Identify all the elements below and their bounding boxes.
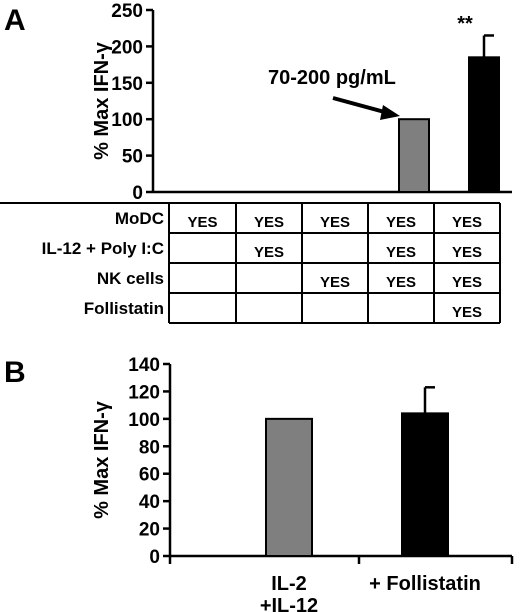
bar xyxy=(401,412,449,557)
table-row-label: NK cells xyxy=(97,269,164,288)
table-cell: YES xyxy=(254,214,284,231)
table-cell: YES xyxy=(452,244,482,261)
condition-table: MoDC YES YES YES YES YES IL-12 + Poly I:C YES YE… xyxy=(0,202,501,324)
y-tick-label: 250 xyxy=(111,1,143,22)
y-tick-label: 80 xyxy=(139,437,160,458)
bar xyxy=(398,118,430,193)
y-tick-label: 60 xyxy=(139,465,160,486)
y-tick-label: 50 xyxy=(122,147,143,168)
y-tick-label: 200 xyxy=(111,37,143,58)
bar xyxy=(468,56,500,193)
y-tick-label: 20 xyxy=(139,520,160,541)
table-cell: YES xyxy=(452,274,482,291)
y-tick-label: 150 xyxy=(111,74,143,95)
table-cell: YES xyxy=(386,214,416,231)
table-cell: YES xyxy=(320,214,350,231)
panel-b-chart: 0 20 40 60 80 100 120 140 % Max IFN-γ IL-2+IL-12 +… xyxy=(91,355,514,612)
table-row-label: Follistatin xyxy=(84,299,164,318)
annotation-arrow xyxy=(332,96,400,120)
table-cell: YES xyxy=(320,274,350,291)
table-cell: YES xyxy=(452,214,482,231)
x-tick-label: IL-2 xyxy=(271,573,307,595)
annotation-text: 70-200 pg/mL xyxy=(268,67,396,89)
y-tick-label: 120 xyxy=(128,382,160,403)
table-cell: YES xyxy=(386,274,416,291)
y-axis-label: % Max IFN-γ xyxy=(91,400,113,519)
error-bar xyxy=(482,34,494,58)
bar xyxy=(265,417,313,557)
table-cell: YES xyxy=(254,244,284,261)
table-cell: YES xyxy=(386,244,416,261)
panel-b-letter: B xyxy=(4,356,26,389)
panel-a-letter: A xyxy=(4,4,26,37)
significance-marker: ** xyxy=(457,13,473,35)
x-tick-label: + Follistatin xyxy=(369,573,481,595)
y-tick-label: 100 xyxy=(111,110,143,131)
y-tick-label: 0 xyxy=(149,547,160,568)
y-tick-label: 140 xyxy=(128,355,160,376)
y-tick-label: 0 xyxy=(132,183,143,204)
y-axis-label: % Max IFN-γ xyxy=(91,41,113,160)
table-cell: YES xyxy=(187,214,217,231)
y-tick-label: 100 xyxy=(128,410,160,431)
y-tick-label: 40 xyxy=(139,492,160,513)
error-bar xyxy=(423,386,435,414)
panel-a-chart: 0 50 100 150 200 250 % Max IFN-γ xyxy=(91,1,512,204)
table-row-label: IL-12 + Poly I:C xyxy=(42,239,164,258)
x-tick-label: +IL-12 xyxy=(260,595,318,612)
table-row-label: MoDC xyxy=(115,209,164,228)
table-cell: YES xyxy=(452,304,482,321)
